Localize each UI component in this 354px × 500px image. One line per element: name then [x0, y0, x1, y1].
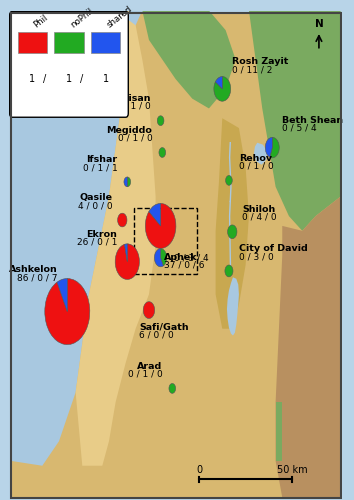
Wedge shape — [265, 138, 272, 158]
Text: 0 / 1 / 0: 0 / 1 / 0 — [127, 370, 162, 378]
FancyBboxPatch shape — [11, 13, 341, 498]
Text: Qasile: Qasile — [79, 194, 112, 202]
FancyBboxPatch shape — [10, 12, 128, 117]
Wedge shape — [228, 225, 237, 238]
Wedge shape — [169, 384, 176, 394]
FancyBboxPatch shape — [18, 32, 47, 52]
Text: 0 / 11 / 2: 0 / 11 / 2 — [232, 65, 273, 74]
Text: Arad: Arad — [137, 362, 162, 371]
Text: Ekron: Ekron — [86, 230, 117, 239]
Text: Ashkelon: Ashkelon — [8, 266, 57, 274]
Wedge shape — [149, 204, 161, 226]
Wedge shape — [45, 278, 90, 344]
Text: Aphek: Aphek — [164, 253, 198, 262]
Polygon shape — [276, 402, 282, 461]
Text: Rosh Zayit: Rosh Zayit — [232, 58, 289, 66]
Polygon shape — [216, 118, 249, 328]
Text: 0 / 1 / 0: 0 / 1 / 0 — [118, 134, 152, 142]
Text: 0 / 1 / 0: 0 / 1 / 0 — [239, 162, 274, 170]
Text: 0 / 1 / 1: 0 / 1 / 1 — [82, 163, 117, 172]
Text: 1: 1 — [103, 74, 109, 84]
Text: 86 / 0 / 7: 86 / 0 / 7 — [17, 273, 57, 282]
Text: 0 / 3 / 0: 0 / 3 / 0 — [239, 252, 274, 261]
Text: 1: 1 — [66, 74, 72, 84]
Polygon shape — [276, 196, 341, 498]
Bar — [134, 208, 197, 274]
Wedge shape — [225, 265, 233, 277]
Text: 26 / 0 / 1: 26 / 0 / 1 — [77, 238, 117, 247]
Text: Beth Shean: Beth Shean — [282, 116, 343, 125]
Polygon shape — [249, 10, 341, 231]
Text: Shiloh: Shiloh — [242, 205, 275, 214]
Text: Rehov: Rehov — [239, 154, 272, 163]
Text: /: / — [80, 74, 83, 84]
Wedge shape — [118, 213, 127, 227]
Text: 50 km: 50 km — [277, 464, 308, 474]
Polygon shape — [76, 10, 156, 466]
Wedge shape — [127, 177, 131, 187]
Wedge shape — [115, 244, 139, 280]
Wedge shape — [159, 148, 166, 158]
Text: 0 / 4 / 0: 0 / 4 / 0 — [242, 213, 277, 222]
Wedge shape — [225, 176, 232, 186]
Text: 0 / 3 / 4: 0 / 3 / 4 — [174, 253, 209, 262]
Text: 1: 1 — [29, 74, 35, 84]
Wedge shape — [154, 248, 163, 267]
Wedge shape — [270, 138, 279, 158]
Polygon shape — [254, 142, 267, 165]
Text: City of David: City of David — [239, 244, 308, 254]
Wedge shape — [124, 177, 127, 187]
FancyBboxPatch shape — [91, 32, 120, 52]
Text: 0: 0 — [196, 464, 202, 474]
Wedge shape — [161, 248, 167, 266]
Text: 4 / 0 / 0: 4 / 0 / 0 — [78, 201, 112, 210]
Text: shared: shared — [105, 4, 134, 29]
Text: N: N — [315, 19, 323, 29]
Text: 6 / 0 / 0: 6 / 0 / 0 — [139, 330, 174, 340]
FancyBboxPatch shape — [54, 32, 84, 52]
Wedge shape — [145, 204, 176, 248]
Text: 37 / 0 / 6: 37 / 0 / 6 — [164, 261, 205, 270]
Wedge shape — [143, 302, 155, 318]
Text: Phil: Phil — [32, 12, 50, 29]
Text: /: / — [43, 74, 46, 84]
Polygon shape — [142, 10, 236, 108]
Text: 0 / 5 / 4: 0 / 5 / 4 — [282, 124, 317, 133]
Text: Ifshar: Ifshar — [86, 155, 117, 164]
Polygon shape — [11, 10, 142, 466]
Text: Safi/Gath: Safi/Gath — [139, 322, 189, 332]
Text: Keisan: Keisan — [115, 94, 150, 103]
Wedge shape — [57, 278, 67, 312]
Text: noPhil: noPhil — [69, 6, 95, 29]
Wedge shape — [215, 76, 222, 89]
Wedge shape — [157, 116, 164, 126]
Text: 0 / 1 / 0: 0 / 1 / 0 — [116, 102, 150, 111]
Wedge shape — [125, 244, 127, 262]
Text: Megiddo: Megiddo — [107, 126, 152, 135]
Wedge shape — [214, 76, 231, 101]
Polygon shape — [227, 278, 239, 336]
